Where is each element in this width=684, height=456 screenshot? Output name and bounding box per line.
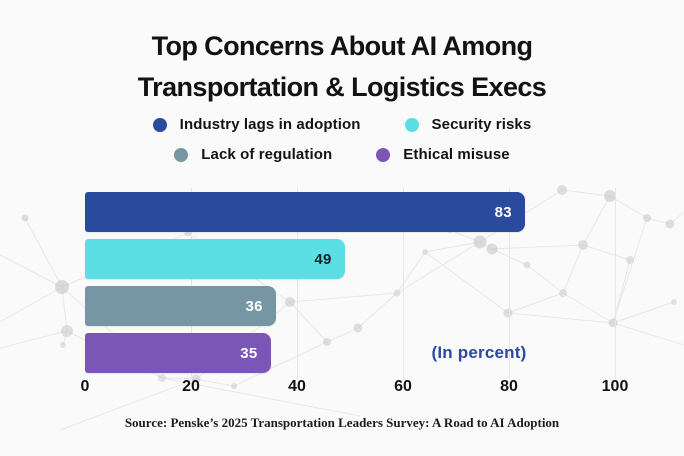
x-tick-label-0: 0 [80, 378, 90, 395]
legend-label: Ethical misuse [403, 146, 510, 163]
bar-row: 35 [85, 333, 615, 373]
legend: Industry lags in adoption Security risks L… [0, 116, 684, 163]
bar-value-label: 36 [245, 297, 263, 315]
gridline-20 [191, 188, 192, 379]
bars: 83 49 36 35 [85, 192, 615, 373]
bar-value-label: 83 [494, 203, 512, 221]
gridline-40 [297, 188, 298, 379]
chart-title-line2: Transportation & Logistics Execs [137, 72, 547, 102]
legend-row-2: Lack of regulation Ethical misuse [174, 146, 510, 163]
bar: 83 [85, 192, 525, 232]
unit-note: (In percent) [431, 343, 527, 362]
bar-row: 49 [85, 239, 615, 279]
x-tick-label-20: 20 [182, 378, 200, 395]
legend-circle-swatch-icon [404, 117, 419, 132]
legend-circle-swatch-icon [376, 147, 391, 162]
chart-title: Top Concerns About AI Among Transportati… [0, 26, 684, 108]
bar-value-label: 35 [240, 344, 258, 362]
x-axis: 0 20 40 60 80 100 [81, 378, 629, 398]
plot-area: 83 49 36 35 [85, 188, 616, 379]
x-tick-label-100: 100 [601, 378, 629, 395]
x-tick-label-80: 80 [500, 378, 518, 395]
gridline-80 [509, 188, 510, 379]
legend-item: Industry lags in adoption [152, 116, 361, 133]
chart-title-line1: Top Concerns About AI Among [151, 31, 533, 61]
legend-item: Ethical misuse [376, 146, 510, 163]
bar: 35 [85, 333, 271, 373]
legend-label: Security risks [431, 116, 532, 133]
bar: 49 [85, 239, 345, 279]
legend-row-1: Industry lags in adoption Security risks [152, 116, 532, 133]
gridline-100 [615, 188, 616, 379]
bar: 36 [85, 286, 276, 326]
legend-item: Lack of regulation [174, 146, 332, 163]
legend-label: Industry lags in adoption [179, 116, 361, 133]
bar-value-label: 49 [314, 250, 332, 268]
source-attribution: Source: Penske’s 2025 Transportation Lea… [124, 415, 560, 430]
legend-item: Security risks [404, 116, 532, 133]
legend-circle-swatch-icon [152, 117, 167, 132]
legend-circle-swatch-icon [174, 147, 189, 162]
x-tick-label-60: 60 [394, 378, 412, 395]
legend-label: Lack of regulation [201, 146, 333, 163]
bar-row: 83 [85, 192, 615, 232]
gridline-60 [403, 188, 404, 379]
x-tick-label-40: 40 [288, 378, 306, 395]
bar-row: 36 [85, 286, 615, 326]
